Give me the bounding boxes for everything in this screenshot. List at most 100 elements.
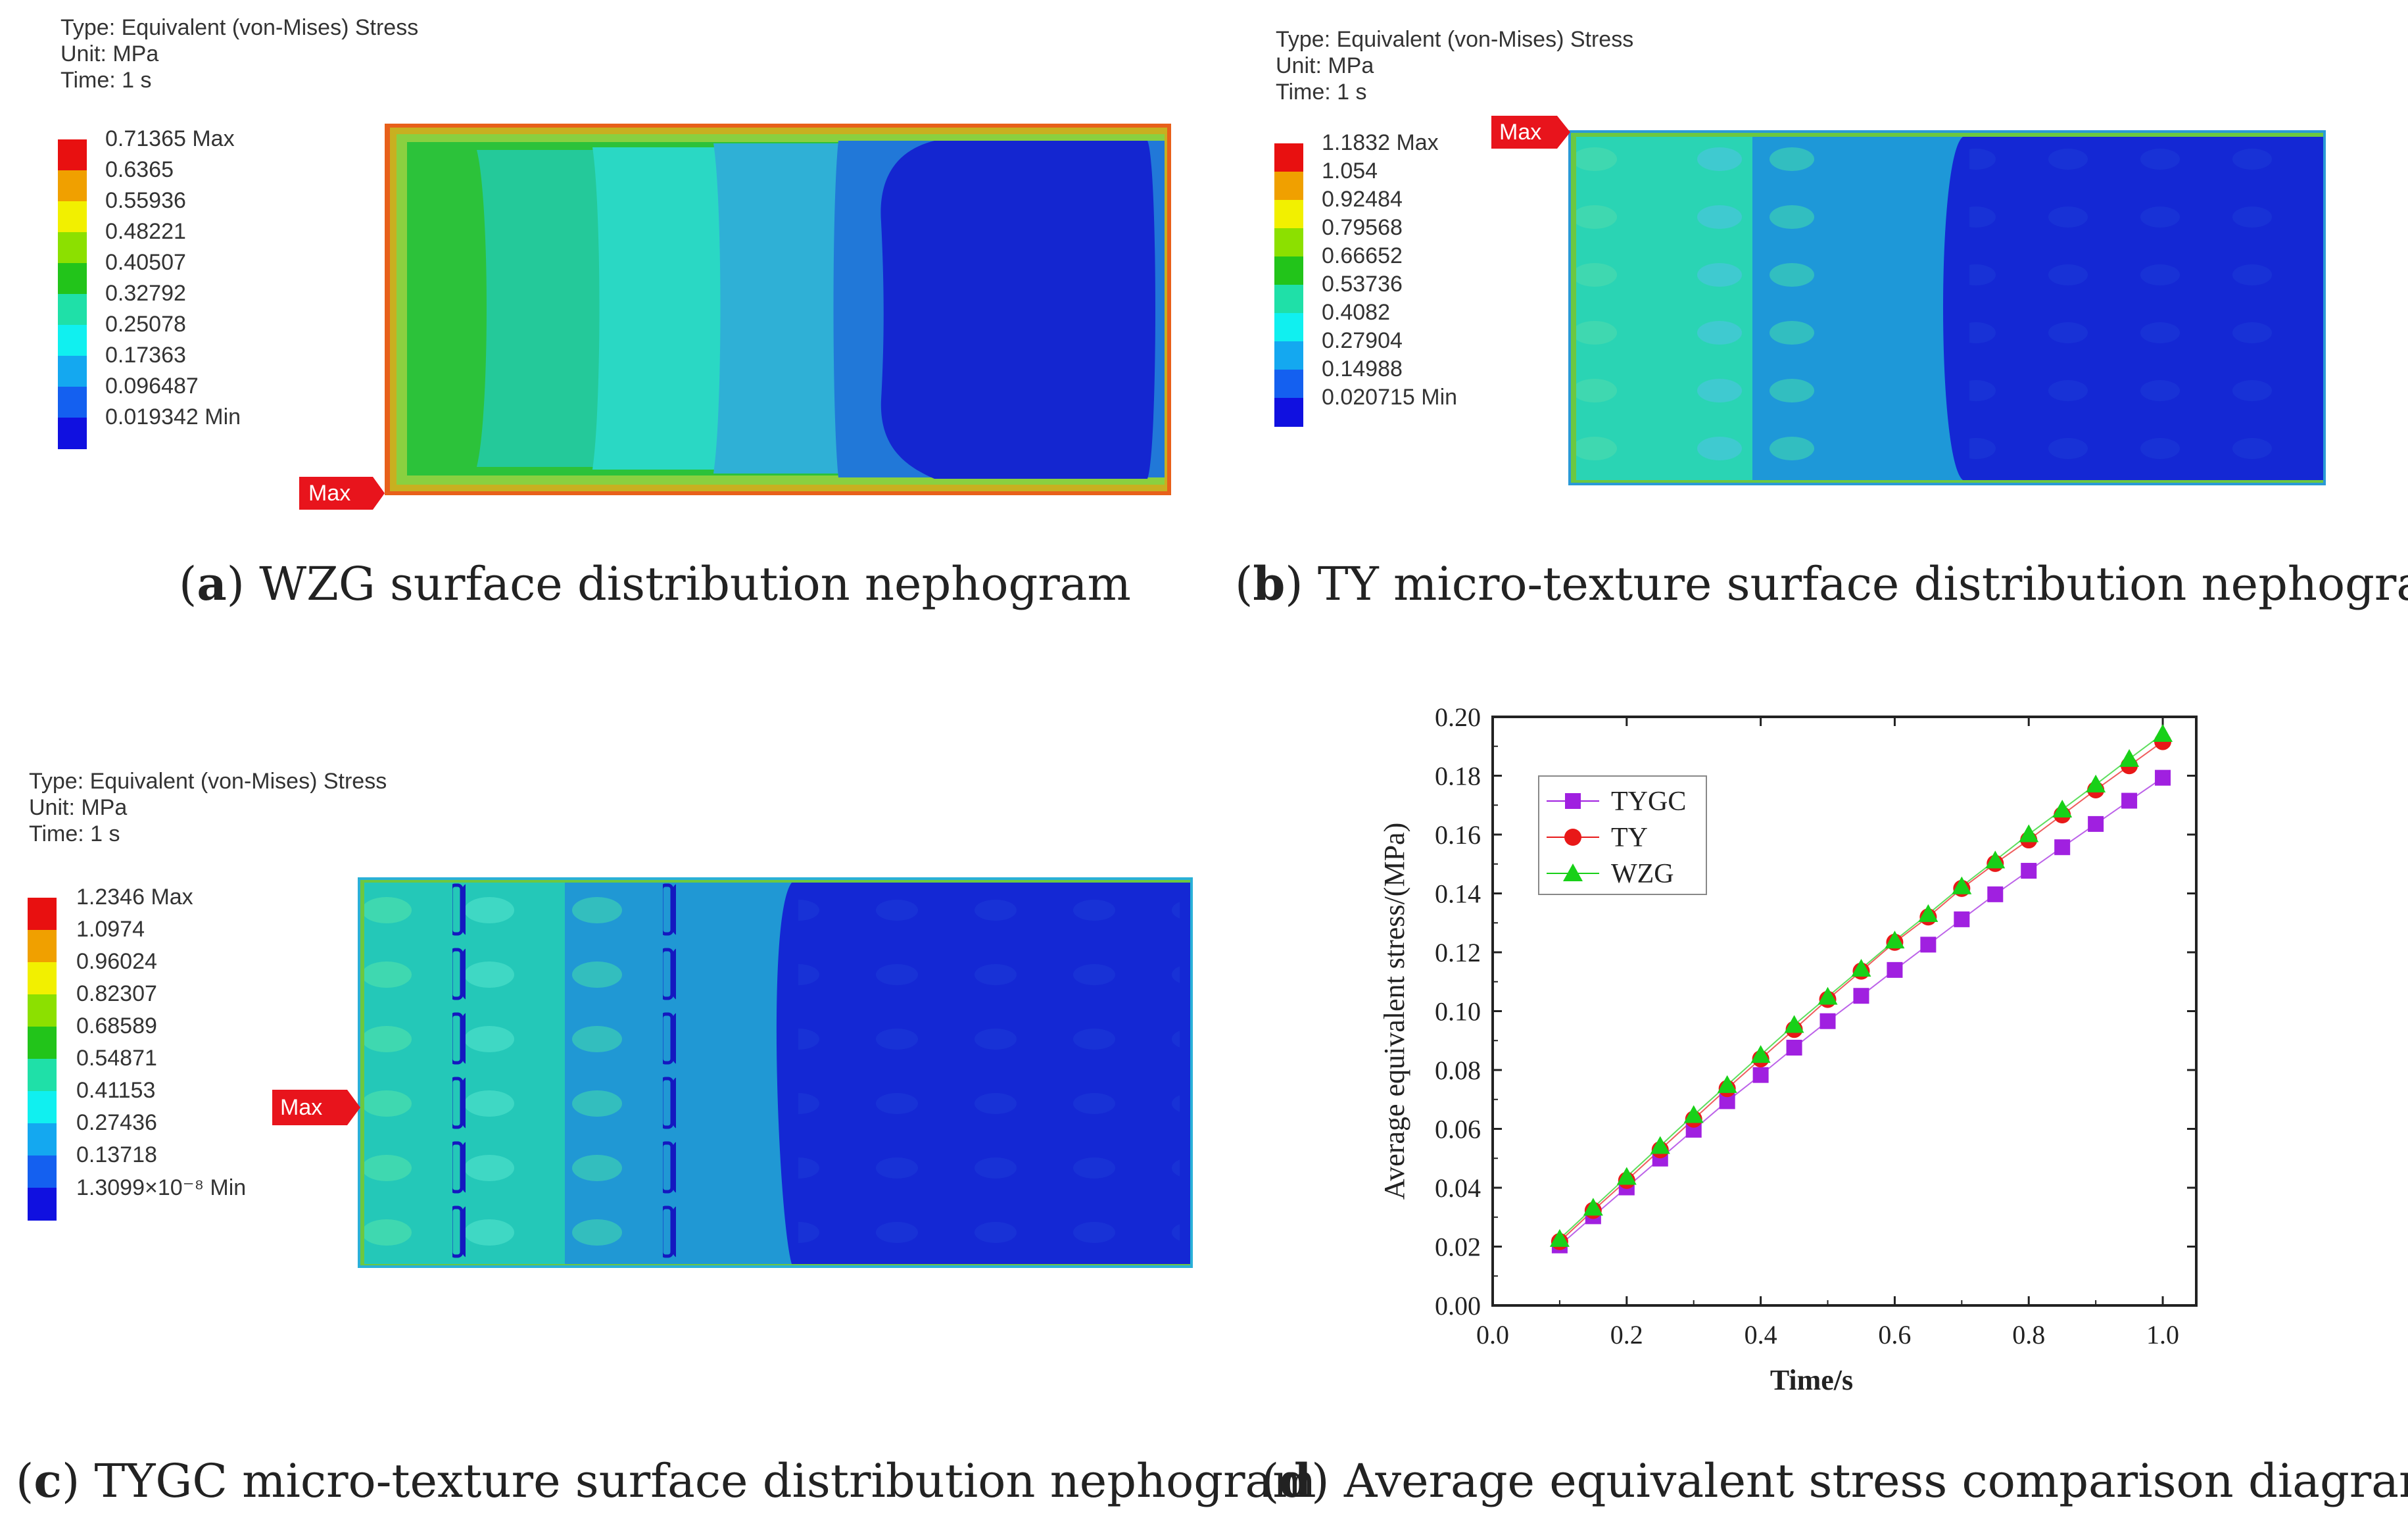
legend-label: 0.55936	[105, 188, 186, 213]
legend-entry: TY	[1611, 823, 1648, 853]
legend-swatch	[1274, 341, 1303, 370]
data-point-wzg	[1885, 931, 1905, 949]
data-point-tygc	[1954, 911, 1970, 927]
legend-label: 0.17363	[105, 343, 186, 368]
legend-label: 0.14988	[1322, 356, 1403, 381]
data-point-wzg	[1918, 904, 1938, 922]
data-point-tygc	[1752, 1067, 1769, 1083]
info-type: Type: Equivalent (von-Mises) Stress	[60, 15, 419, 40]
y-tick-label: 0.18	[1435, 762, 1481, 791]
caption-d: (d) Average equivalent stress comparison…	[1261, 1453, 2408, 1508]
legend-swatch	[28, 994, 57, 1027]
legend-marker	[1565, 793, 1581, 809]
legend-swatch	[58, 356, 87, 387]
legend-swatch	[58, 139, 87, 171]
legend-swatch	[58, 232, 87, 264]
legend-swatch	[28, 1156, 57, 1188]
data-point-wzg	[1952, 876, 1972, 894]
legend-label: 0.82307	[76, 981, 157, 1006]
data-point-wzg	[2052, 799, 2073, 817]
legend-swatch	[1274, 228, 1303, 257]
legend-swatch	[28, 1123, 57, 1156]
info-time: Time: 1 s	[60, 68, 152, 93]
data-point-tygc	[2054, 839, 2071, 856]
y-tick-label: 0.10	[1435, 997, 1481, 1027]
legend-label: 0.096487	[105, 374, 199, 399]
data-point-wzg	[1851, 959, 1871, 977]
legend-marker	[1564, 829, 1581, 846]
legend-label: 0.41153	[76, 1078, 156, 1103]
legend-swatch	[28, 898, 57, 931]
legend-label: 0.71365 Max	[105, 126, 235, 151]
legend-label: 0.92484	[1322, 187, 1403, 212]
stress-line-chart: 0.00 0.02 0.04 0.06 0.08 0.10 0.12 0.14 0.16 0.18…	[1378, 702, 2198, 1396]
info-time: Time: 1 s	[1276, 80, 1367, 105]
max-label: Max	[280, 1095, 323, 1120]
caption-c: (c) TYGC micro-texture surface distribut…	[16, 1453, 1316, 1508]
legend-swatch	[1274, 200, 1303, 229]
data-point-wzg	[2086, 774, 2106, 792]
y-tick-label: 0.06	[1435, 1115, 1481, 1144]
data-point-tygc	[2155, 769, 2171, 786]
legend-swatch	[1274, 313, 1303, 342]
info-unit: Unit: MPa	[60, 41, 159, 66]
data-point-wzg	[1549, 1229, 1570, 1247]
legend-swatch	[58, 294, 87, 326]
legend-label: 0.96024	[76, 949, 157, 974]
legend-label: 0.25078	[105, 312, 186, 337]
y-tick-label: 0.08	[1435, 1056, 1481, 1085]
legend-label: 0.66652	[1322, 243, 1403, 268]
legend-swatch	[1274, 143, 1303, 172]
legend-swatch	[58, 418, 87, 449]
data-point-tygc	[1819, 1013, 1836, 1029]
data-point-wzg	[1683, 1105, 1704, 1123]
y-tick-label: 0.02	[1435, 1232, 1481, 1262]
legend-swatch	[1274, 370, 1303, 399]
legend-label: 0.48221	[105, 219, 186, 244]
legend-label: 0.6365	[105, 157, 174, 182]
legend-label: 1.2346 Max	[76, 885, 193, 910]
data-point-wzg	[2019, 824, 2039, 842]
x-tick-label: 0.2	[1610, 1320, 1643, 1350]
y-tick-label: 0.04	[1435, 1173, 1481, 1203]
legend-swatch	[28, 930, 57, 963]
legend-label: 0.27904	[1322, 328, 1403, 353]
x-tick-label: 1.0	[2146, 1320, 2179, 1350]
data-point-wzg	[1583, 1198, 1603, 1216]
legend-label: 1.1832 Max	[1322, 130, 1439, 155]
legend-label: 0.40507	[105, 250, 186, 275]
legend-label: 0.13718	[76, 1142, 157, 1167]
legend-swatch	[58, 170, 87, 202]
data-point-tygc	[1887, 961, 1903, 978]
legend-label: 0.019342 Min	[105, 404, 241, 429]
x-tick-label: 0.8	[2012, 1320, 2045, 1350]
legend-swatch	[58, 201, 87, 233]
legend-swatch	[58, 387, 87, 418]
info-unit: Unit: MPa	[29, 795, 128, 820]
data-point-tygc	[1786, 1039, 1802, 1056]
x-tick-label: 0.0	[1476, 1320, 1509, 1350]
data-point-tygc	[1920, 937, 1937, 953]
legend-swatch	[1274, 172, 1303, 201]
data-point-wzg	[1784, 1015, 1804, 1033]
legend-swatch	[28, 962, 57, 995]
legend-swatch	[28, 1027, 57, 1059]
info-type: Type: Equivalent (von-Mises) Stress	[29, 769, 387, 794]
legend-label: 0.27436	[76, 1110, 157, 1135]
data-point-wzg	[1985, 850, 2006, 869]
legend-label: 1.0974	[76, 917, 145, 942]
panel-a-info: Type: Equivalent (von-Mises) Stress Unit…	[60, 14, 418, 93]
data-point-wzg	[2153, 723, 2173, 742]
data-point-wzg	[1650, 1136, 1670, 1154]
ty-nephogram	[1568, 130, 2326, 485]
data-point-tygc	[1853, 988, 1869, 1004]
info-unit: Unit: MPa	[1276, 53, 1374, 78]
legend-swatch	[28, 1091, 57, 1124]
max-label: Max	[1499, 120, 1542, 145]
data-point-wzg	[1616, 1167, 1637, 1185]
y-tick-label: 0.00	[1435, 1291, 1481, 1321]
y-tick-label: 0.16	[1435, 820, 1481, 850]
data-point-wzg	[1750, 1045, 1771, 1063]
y-axis-label: Average equivalent stress/(MPa)	[1378, 823, 1410, 1200]
legend-label: 0.68589	[76, 1013, 157, 1038]
